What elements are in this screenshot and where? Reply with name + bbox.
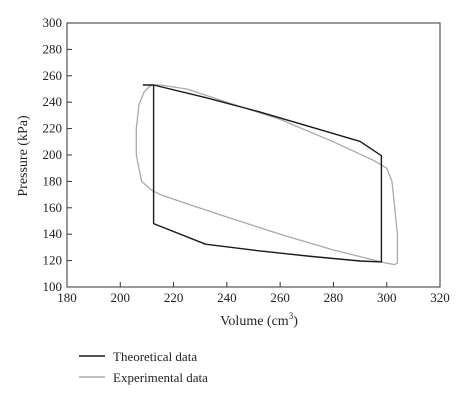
x-tick-label: 200	[111, 290, 131, 305]
y-tick-label: 240	[43, 94, 63, 109]
plot-border	[66, 22, 441, 288]
x-tick-label: 220	[164, 290, 184, 305]
x-axis: 180 200 220 240 260 280 300 320	[57, 282, 450, 305]
plot-area	[66, 22, 441, 288]
x-tick-label: 300	[377, 290, 397, 305]
series-experimental-line	[135, 84, 399, 266]
x-tick-label: 260	[270, 290, 290, 305]
y-tick-label: 100	[43, 279, 63, 294]
y-tick-label: 280	[43, 41, 63, 56]
x-tick-label: 180	[57, 290, 77, 305]
y-tick-label: 220	[43, 121, 63, 136]
y-axis-title: Pressure (kPa)	[16, 115, 31, 197]
x-axis-title: Volume (cm3)	[220, 311, 298, 329]
series-theoretical-line	[142, 84, 383, 263]
legend-label-experimental: Experimental data	[113, 370, 208, 385]
y-tick-label: 180	[43, 173, 63, 188]
y-tick-label: 260	[43, 68, 63, 83]
y-tick-label: 140	[43, 226, 63, 241]
x-tick-label: 280	[324, 290, 344, 305]
series-layer	[135, 84, 399, 266]
y-tick-label: 160	[43, 200, 63, 215]
legend-label-theoretical: Theoretical data	[113, 349, 197, 364]
x-tick-label: 320	[430, 290, 450, 305]
legend: Theoretical data Experimental data	[79, 349, 208, 385]
x-tick-label: 240	[217, 290, 237, 305]
y-tick-label: 120	[43, 253, 63, 268]
y-axis: 100 120 140 160 180 200 220 240 260 280 300	[43, 15, 72, 294]
y-tick-label: 200	[43, 147, 63, 162]
y-tick-label: 300	[43, 15, 63, 30]
